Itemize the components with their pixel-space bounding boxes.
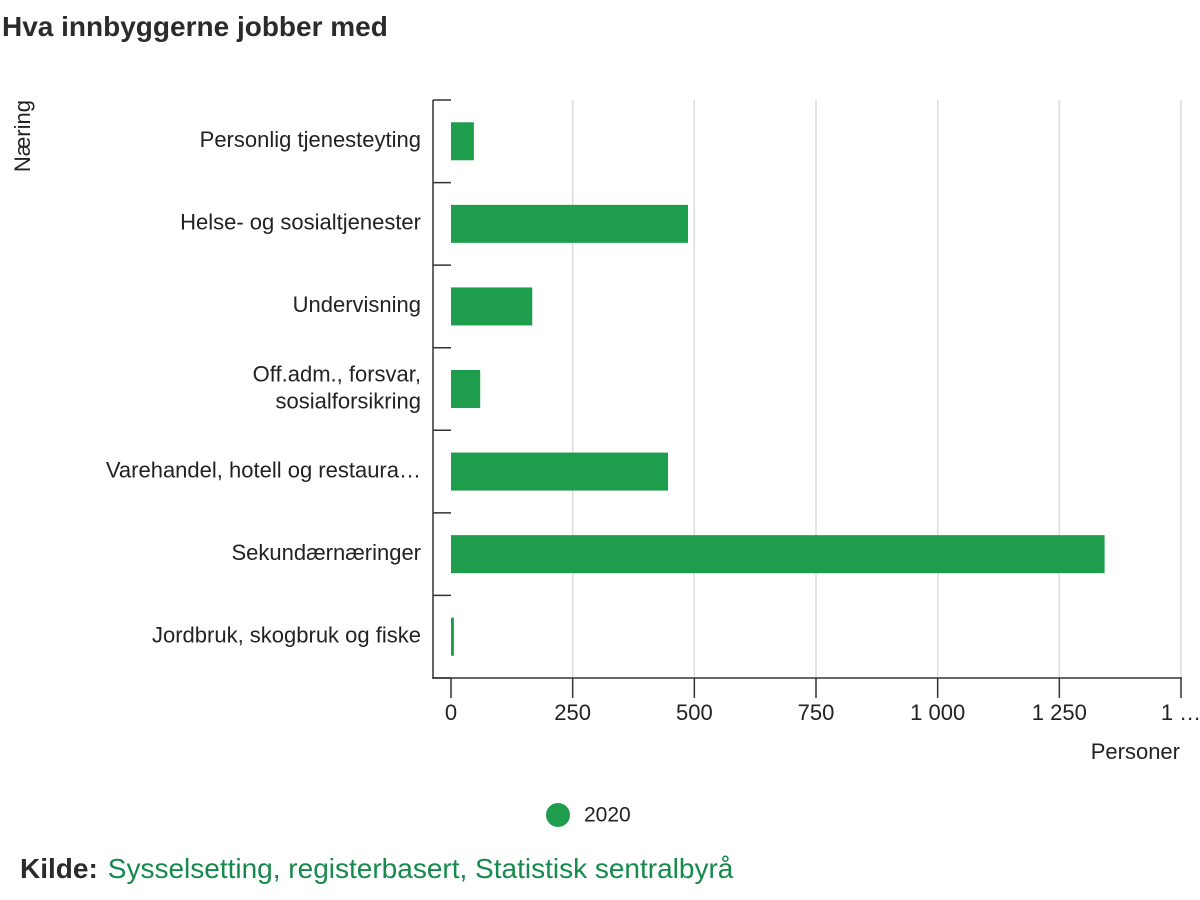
category-label: Undervisning [293,292,421,317]
source-label: Kilde: [20,853,98,884]
category-label: Helse- og sosialtjenester [180,210,421,235]
bar [451,617,454,656]
category-label: Varehandel, hotell og restaura… [106,457,421,482]
bars [451,122,1105,656]
legend-label: 2020 [584,804,631,827]
x-tick-label: 1 000 [910,700,965,725]
x-axis-title: Personer [1091,739,1180,764]
bar [451,370,481,408]
bar [451,287,533,326]
legend: 2020 [546,803,631,827]
bar [451,535,1105,574]
x-tick-label: 500 [676,700,713,725]
source-line: Kilde: Sysselsetting, registerbasert, Sta… [20,853,734,884]
legend-swatch [546,803,570,827]
chart-title: Hva innbyggerne jobber med [2,11,388,42]
category-label: Off.adm., forsvar, sosialforsikring [253,361,421,413]
x-tick-label: 1 250 [1032,700,1087,725]
x-tick-label: 1 … [1161,700,1200,725]
bar [451,452,669,491]
category-label: Personlig tjenesteyting [200,127,421,152]
category-label: Jordbruk, skogbruk og fiske [152,623,421,648]
bar [451,122,474,161]
source-link[interactable]: Sysselsetting, registerbasert, Statistis… [108,853,734,884]
x-tick-label: 250 [554,700,591,725]
grid [433,99,1182,698]
x-tick-label: 750 [798,700,835,725]
bar [451,204,689,243]
category-label: Sekundærnæringer [231,540,421,565]
x-tick-label: 0 [445,700,457,725]
y-axis-title: Næring [10,100,35,172]
